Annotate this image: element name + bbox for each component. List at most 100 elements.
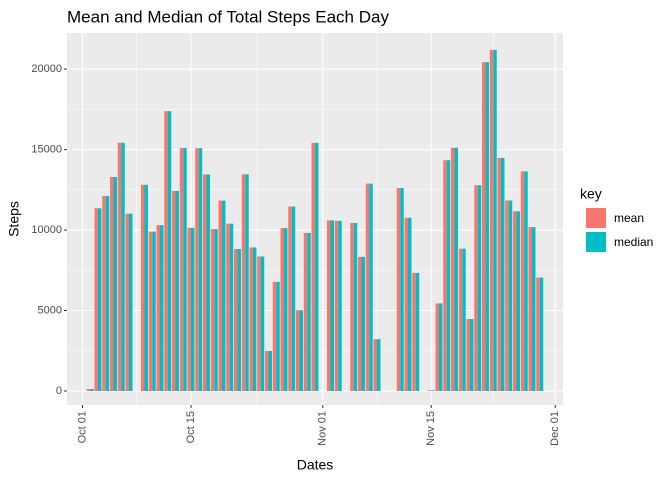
bar [218,200,222,391]
bar [443,160,447,391]
bar [493,49,497,391]
legend-swatch [586,208,606,228]
bar [350,222,354,391]
bar [334,220,339,391]
bar [501,157,505,391]
bar [129,213,133,391]
x-tick-label: Dec 01 [549,411,561,446]
bar [373,339,377,391]
bar [102,195,106,391]
bar [253,247,257,391]
x-axis-title: Dates [297,457,334,473]
bar [303,232,308,391]
bar [110,177,114,391]
bar [439,303,443,391]
x-tick-label: Oct 01 [76,411,88,443]
bar [415,272,420,391]
bar [536,277,540,391]
legend-label: median [614,235,653,249]
bar [489,49,494,391]
bar [125,213,129,391]
bar [210,229,215,391]
bar [156,225,160,391]
bar [268,350,272,391]
bar [265,350,269,391]
bar [249,247,253,391]
bar [203,174,207,391]
bar [152,231,156,391]
bar [353,222,358,391]
y-tick-label: 5000 [38,304,62,316]
y-tick-label: 10000 [31,224,62,236]
bar [175,190,179,391]
bar [427,390,432,391]
bar [86,388,91,391]
bar [183,147,187,391]
bar [497,157,501,391]
bar [288,206,292,391]
bar [520,171,525,391]
bar [291,206,296,391]
bar [148,231,153,391]
bar [179,147,184,391]
x-tick-label: Nov 15 [425,411,437,446]
bar [237,249,241,391]
bar [241,174,246,391]
bar [528,227,532,391]
bar [338,220,342,391]
bar [245,174,249,391]
bar [280,228,284,391]
bar [229,223,234,391]
bar [408,217,412,391]
bar [121,142,125,391]
bar [284,228,288,391]
bar [195,148,199,391]
bar [164,111,168,391]
bar [400,188,404,391]
bar [470,319,474,391]
bar [90,388,94,391]
bar [187,227,191,391]
bar [431,390,435,391]
bar [365,183,370,391]
bar [276,281,280,391]
bar [315,142,319,391]
bar [482,62,486,391]
bar [532,227,536,391]
bar [144,184,148,391]
y-tick-label: 0 [56,385,62,397]
bar [330,220,334,391]
bar [105,195,110,391]
bar [377,339,381,391]
bar [435,303,439,391]
bar [234,249,238,391]
bar [257,256,261,391]
bar [296,310,300,391]
bar [458,248,463,391]
bar [206,174,210,391]
bar [172,190,176,391]
bar [454,147,458,391]
bar [113,177,117,391]
bar [404,217,408,391]
bar [327,220,331,391]
bar [474,185,478,391]
bar [272,281,277,391]
bar [98,208,102,391]
y-tick-label: 15000 [31,143,62,155]
bar [214,229,218,391]
legend-label: mean [614,211,644,225]
bar [505,200,509,391]
bar [485,62,489,391]
bar [191,227,195,391]
y-axis-title: Steps [6,201,22,237]
bar [94,208,98,391]
bar [396,188,401,391]
y-tick-label: 20000 [31,63,62,75]
bar [446,160,451,391]
x-tick-label: Nov 01 [317,411,329,446]
bar [260,256,265,391]
x-tick-label: Oct 15 [185,411,197,443]
bar [299,310,303,391]
